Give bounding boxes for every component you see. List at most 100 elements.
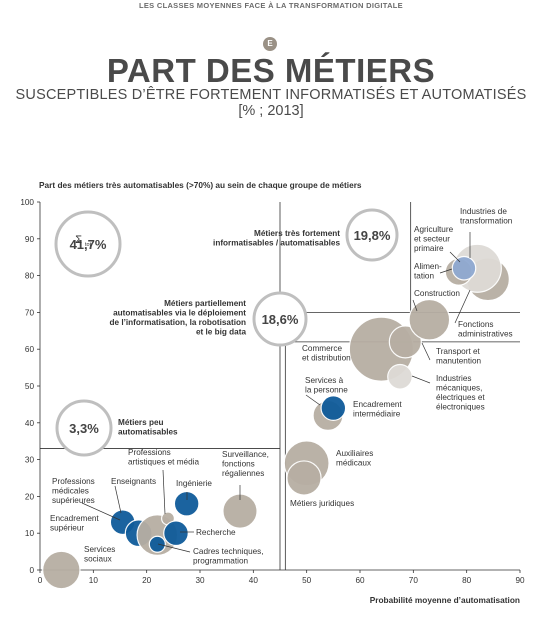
label-peu-line-1: automatisables <box>118 428 178 437</box>
leader-agriculture <box>449 251 461 263</box>
label-prof-art-line-1: artistiques et média <box>128 458 199 467</box>
label-transport-line-0: Transport et <box>436 347 481 356</box>
x-tick-label: 50 <box>302 576 312 585</box>
x-tick-label: 0 <box>38 576 43 585</box>
y-tick-label: 10 <box>25 529 35 538</box>
label-encad-inter-line-0: Encadrement <box>353 400 402 409</box>
label-serv-pers-line-0: Services à <box>305 376 344 385</box>
label-fonctions-adm-line-0: Fonctions <box>458 320 494 329</box>
label-ind-transfo-line-1: transformation <box>460 217 513 226</box>
summary-total-value: 41,7% <box>70 237 107 252</box>
label-aux-med-line-0: Auxiliaires <box>336 449 373 458</box>
summary-low-circle <box>55 399 113 457</box>
leader-alimentation <box>439 268 453 274</box>
page-title: PART DES MÉTIERS <box>106 52 436 89</box>
label-encadrement-sup-line-1: supérieur <box>50 524 84 533</box>
y-axis-label: Part des métiers très automatisables (>7… <box>39 180 362 190</box>
x-tick-label: 70 <box>409 576 419 585</box>
leader-transport <box>421 342 431 361</box>
bubble-construction <box>408 298 451 341</box>
leader-fonctions-adm <box>454 289 471 324</box>
label-ind-transfo-line-0: Industries de <box>460 207 507 216</box>
label-commerce-line-0: Commerce <box>302 344 342 353</box>
summary-partial-value: 18,6% <box>262 312 299 327</box>
label-partiel-line-0: Métiers partiellement <box>164 299 246 308</box>
leader-enseignants <box>114 485 122 514</box>
bubble-cadres-techniques-programmation <box>148 535 166 553</box>
label-ind-meca-line-3: électroniques <box>436 403 485 412</box>
label-recherche-line-0: Recherche <box>196 528 236 537</box>
label-prof-med-line-0: Professions <box>52 477 95 486</box>
summary-very-high-value: 19,8% <box>354 228 391 243</box>
band-text: LES CLASSES MOYENNES FACE À LA TRANSFORM… <box>139 1 403 10</box>
label-tres-fort-line-0: Métiers très fortement <box>254 229 340 238</box>
x-tick-label: 30 <box>195 576 205 585</box>
leader-construction <box>412 299 418 312</box>
x-axis-label: Probabilité moyenne d’automatisation <box>369 595 520 605</box>
leader-ind-meca <box>411 375 431 384</box>
unit-label: [% ; 2013] <box>238 103 304 119</box>
label-fonctions-adm-line-1: administratives <box>458 330 513 339</box>
bubble-services-sociaux <box>42 550 81 590</box>
label-surveillance-line-1: fonctions <box>222 460 255 469</box>
label-ingenierie-line-0: Ingénierie <box>176 479 212 488</box>
label-encadrement-sup-line-0: Encadrement <box>50 514 99 523</box>
page-subtitle: SUSCEPTIBLES D’ÊTRE FORTEMENT INFORMATIS… <box>15 87 527 103</box>
label-met-jur-line-0: Métiers juridiques <box>290 499 354 508</box>
label-agriculture-line-0: Agriculture <box>414 225 454 234</box>
label-ind-meca-line-2: électriques et <box>436 393 485 402</box>
label-commerce-line-1: et distribution <box>302 354 351 363</box>
x-tick-label: 10 <box>89 576 99 585</box>
label-construction-line-0: Construction <box>414 289 460 298</box>
label-partiel-line-3: et le big data <box>196 328 246 337</box>
bubble-agriculture-et-secteur-primaire <box>451 255 477 281</box>
label-prof-art-line-0: Professions <box>128 448 171 457</box>
label-alimentation-line-0: Alimen- <box>414 262 442 271</box>
label-surveillance-line-0: Surveillance, <box>222 450 269 459</box>
bubble-m-tiers-juridiques <box>286 460 322 496</box>
label-agriculture-line-1: et secteur <box>414 235 450 244</box>
label-cadres-tech-line-1: programmation <box>193 557 249 566</box>
label-ind-meca-line-1: mécaniques, <box>436 384 482 393</box>
label-services-sociaux-line-0: Services <box>84 545 115 554</box>
label-surveillance-line-2: régaliennes <box>222 469 264 478</box>
x-tick-label: 60 <box>355 576 365 585</box>
label-prof-med-line-2: supérieures <box>52 496 95 505</box>
x-tick-label: 80 <box>462 576 472 585</box>
label-peu-line-0: Métiers peu <box>118 418 164 427</box>
summary-low-value: 3,3% <box>69 421 99 436</box>
y-tick-label: 0 <box>29 566 34 575</box>
y-tick-label: 60 <box>25 345 35 354</box>
label-encad-inter-line-1: intermédiaire <box>353 410 401 419</box>
bubble-industries-m-caniques-lectriques-et-lectroniques <box>387 363 413 390</box>
bubble-recherche <box>163 520 189 547</box>
bubble-ing-nierie <box>173 490 200 517</box>
label-prof-med-line-1: médicales <box>52 487 89 496</box>
bubble-transport-et-manutention <box>388 325 422 359</box>
y-tick-label: 30 <box>25 456 35 465</box>
label-tres-fort-line-1: informatisables / automatisables <box>213 239 340 248</box>
x-tick-label: 40 <box>249 576 259 585</box>
y-tick-label: 40 <box>25 419 35 428</box>
label-alimentation-line-1: tation <box>414 272 434 281</box>
label-enseignants-line-0: Enseignants <box>111 477 156 486</box>
leader-prof-art <box>162 469 166 515</box>
summary-total-circle <box>54 210 122 278</box>
label-partiel-line-2: de l’informatisation, la robotisation <box>110 318 246 327</box>
summary-very-high-circle <box>345 208 399 262</box>
x-tick-label: 20 <box>142 576 152 585</box>
label-transport-line-1: manutention <box>436 357 482 366</box>
label-agriculture-line-2: primaire <box>414 244 444 253</box>
leader-prof-med <box>81 502 121 521</box>
label-partiel-line-1: automatisables via le déploiement <box>113 309 246 318</box>
sigma-subscript: tot <box>85 242 92 248</box>
x-tick-label: 90 <box>515 576 525 585</box>
y-tick-label: 80 <box>25 272 35 281</box>
y-tick-label: 90 <box>25 235 35 244</box>
sigma-symbol: Σ <box>75 234 82 246</box>
y-tick-label: 70 <box>25 308 35 317</box>
label-cadres-tech-line-0: Cadres techniques, <box>193 547 264 556</box>
section-badge: E <box>263 37 277 51</box>
leader-cadres-tech <box>157 543 191 553</box>
